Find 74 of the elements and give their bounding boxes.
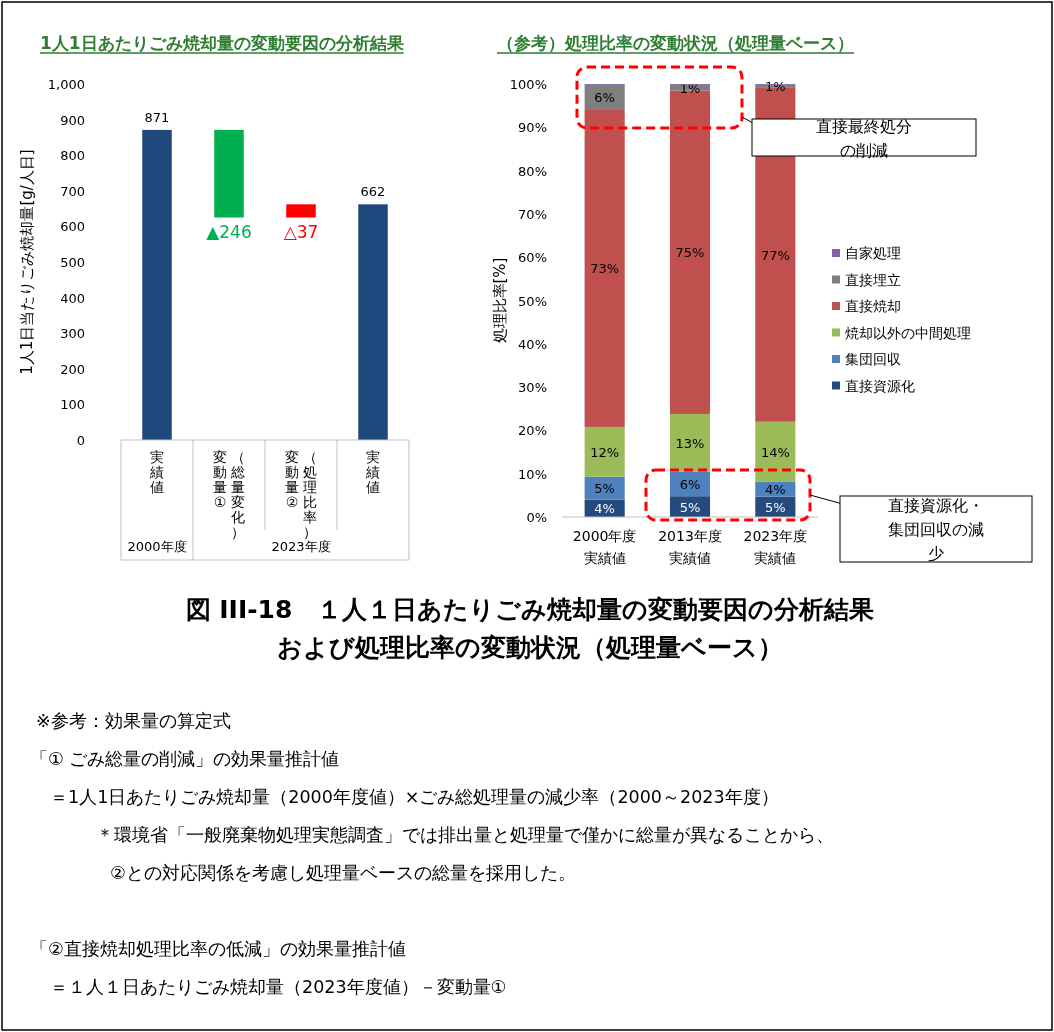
legend-label: 自家処理	[845, 245, 901, 261]
data-label: 6%	[679, 476, 701, 492]
text: ＊環境省「一般廃棄物処理実態調査」では排出量と処理量で僅かに総量が異なることから、	[96, 825, 834, 845]
text: ＝1人1日あたりごみ焼却量（2000年度値）×ごみ総処理量の減少率（2000～2023年度）	[50, 787, 779, 807]
text: および処理比率の変動状況（処理量ベース）	[277, 633, 783, 662]
text: ②との対応関係を考慮し処理量ベースの総量を採用した。	[110, 863, 576, 883]
y-tick-label: 600	[60, 219, 85, 235]
y-tick-label: 90%	[518, 120, 547, 136]
text: 「① ごみ総量の削減」の効果量推計値	[30, 749, 340, 769]
x-tick-label: 2013年度実績値	[658, 528, 722, 566]
data-label: 5%	[765, 499, 786, 515]
text: 図 III-18 １人１日あたりごみ焼却量の変動要因の分析結果	[185, 595, 875, 624]
data-label: 4%	[594, 501, 615, 517]
data-label: △37	[283, 221, 319, 242]
y-tick-label: 60%	[518, 250, 547, 266]
y-tick-label: 100%	[509, 77, 547, 92]
y-tick-label: 40%	[518, 336, 547, 352]
y-tick-label: 10%	[518, 466, 547, 482]
y-tick-label: 400	[60, 290, 85, 306]
y-tick-label: 20%	[518, 423, 547, 439]
bar	[584, 84, 625, 110]
bar	[755, 421, 796, 482]
bar	[584, 109, 625, 427]
y-tick-label: 1,000	[47, 77, 85, 92]
bar	[669, 413, 711, 472]
data-label: 13%	[675, 435, 705, 451]
data-label: 75%	[675, 245, 705, 261]
legend-label: 焼却以外の中間処理	[845, 324, 971, 341]
y-tick-label: 100	[60, 397, 85, 413]
data-label: 5%	[594, 481, 615, 497]
data-label: 871	[144, 109, 170, 125]
x-tick-label: 2023年度実績値	[743, 528, 808, 566]
legend-label: 直接焼却	[845, 298, 901, 314]
y-tick-label: 200	[60, 361, 85, 377]
category-label: 変動量①（総量変化）	[213, 449, 245, 540]
y-tick-label: 30%	[518, 380, 547, 396]
chart-title: （参考）処理比率の変動状況（処理量ベース）	[497, 33, 854, 53]
y-axis-title: 1人1日当たりごみ焼却量[g/人日]	[18, 149, 36, 375]
y-tick-label: 80%	[518, 163, 547, 179]
y-tick-label: 800	[60, 148, 85, 164]
legend-label: 直接埋立	[845, 271, 901, 288]
data-label: 77%	[760, 247, 790, 263]
legend-label: 集団回収	[845, 351, 901, 367]
y-axis-title: 処理比率[%]	[491, 257, 509, 344]
text: ※参考：効果量の算定式	[36, 711, 231, 731]
data-label: 4%	[765, 482, 786, 498]
category-label: 変動量②（処理比率）	[285, 449, 317, 540]
data-label: 1%	[679, 80, 701, 96]
chart-title: 1人1日あたりごみ焼却量の変動要因の分析結果	[40, 33, 405, 53]
x-tick-label: 実績値	[365, 449, 380, 495]
y-tick-label: 50%	[518, 293, 547, 309]
data-label: 14%	[760, 444, 790, 460]
x-tick-label: 2000年度実績値	[572, 528, 637, 566]
text: ＝１人１日あたりごみ焼却量（2023年度値）－変動量①	[50, 977, 507, 997]
data-label: 73%	[590, 261, 620, 277]
y-tick-label: 0	[76, 433, 85, 448]
data-label: 12%	[590, 444, 620, 460]
data-label: 662	[360, 184, 386, 200]
legend-label: 直接資源化	[845, 377, 915, 394]
data-label: ▲246	[206, 221, 252, 242]
text: 2000年度	[127, 539, 187, 554]
text: 2023年度	[271, 539, 331, 554]
data-label: 6%	[594, 90, 615, 106]
y-tick-label: 300	[60, 326, 85, 342]
y-tick-label: 70%	[518, 206, 547, 222]
y-tick-label: 500	[60, 255, 85, 270]
text: 「②直接焼却処理比率の低減」の効果量推計値	[30, 939, 406, 959]
y-tick-label: 0%	[526, 510, 547, 525]
y-tick-label: 700	[60, 183, 85, 199]
data-label: 5%	[679, 499, 701, 515]
y-tick-label: 900	[60, 112, 85, 128]
data-label: 1%	[765, 79, 786, 95]
x-tick-label: 実績値	[149, 449, 164, 495]
bar	[584, 426, 625, 477]
